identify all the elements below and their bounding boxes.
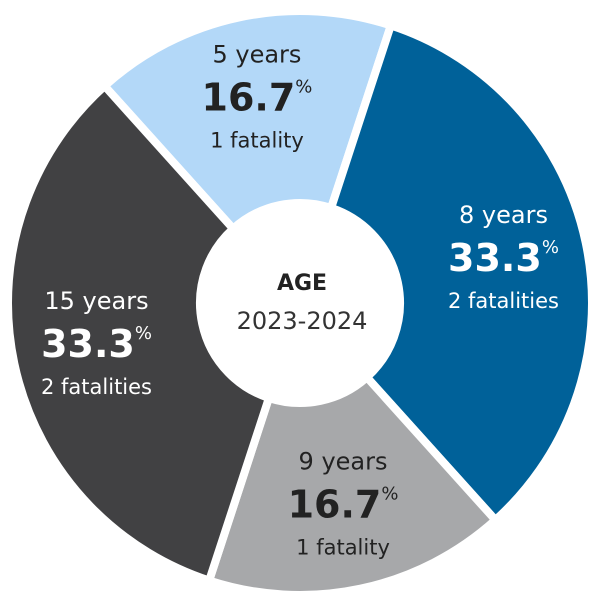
value-number: 33.3 bbox=[448, 235, 542, 279]
segment-sublabel: 2 fatalities bbox=[41, 375, 152, 399]
segment-sublabel: 2 fatalities bbox=[448, 289, 559, 313]
segment-label: 9 years bbox=[299, 447, 388, 475]
center-hole bbox=[200, 203, 400, 403]
value-number: 16.7 bbox=[288, 482, 382, 526]
center-title: AGE bbox=[277, 271, 327, 296]
value-label: 16.7% bbox=[288, 482, 399, 526]
value-number: 33.3 bbox=[41, 322, 135, 366]
value-label: 33.3% bbox=[41, 322, 152, 366]
value-unit: % bbox=[381, 483, 398, 504]
value-number: 16.7 bbox=[202, 75, 296, 119]
value-label: 33.3% bbox=[448, 235, 559, 279]
value-unit: % bbox=[542, 237, 559, 258]
value-unit: % bbox=[135, 323, 152, 344]
segment-label: 5 years bbox=[212, 41, 301, 69]
segment-label: 15 years bbox=[44, 287, 148, 315]
value-unit: % bbox=[295, 77, 312, 98]
center-subtitle: 2023-2024 bbox=[237, 307, 368, 335]
segment-sublabel: 1 fatality bbox=[296, 535, 390, 559]
value-label: 16.7% bbox=[202, 75, 313, 119]
segment-label: 8 years bbox=[459, 201, 548, 229]
segment-sublabel: 1 fatality bbox=[210, 129, 304, 153]
